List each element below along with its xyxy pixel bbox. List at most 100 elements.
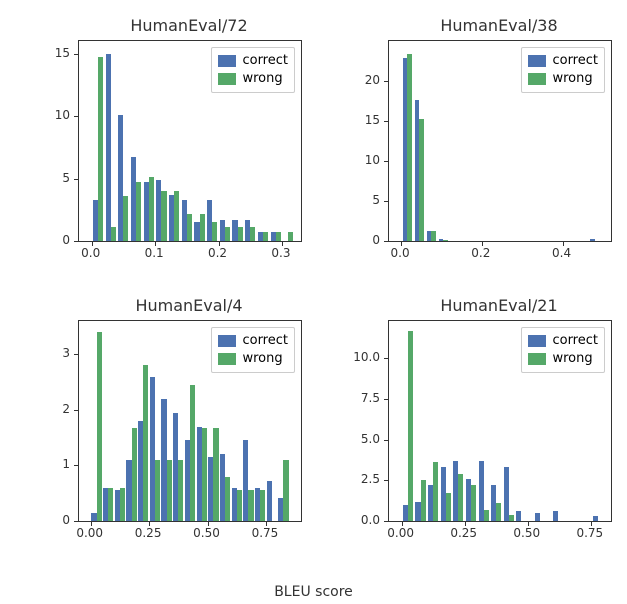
tick-mark-y-icon <box>384 440 389 441</box>
subplot: correctwrongHumanEval/40.000.250.500.750… <box>78 320 300 520</box>
bar-wrong <box>496 503 501 521</box>
ytick-label: 10.0 <box>340 350 380 364</box>
bar-wrong <box>238 227 243 241</box>
ytick-label: 0.0 <box>340 513 380 527</box>
bar-wrong <box>509 515 514 522</box>
bar-wrong <box>431 231 435 241</box>
bar-correct <box>516 511 521 521</box>
ytick-label: 15 <box>30 46 70 60</box>
bar-wrong <box>136 182 141 241</box>
legend-label: correct <box>242 52 288 70</box>
tick-mark-y-icon <box>74 465 79 466</box>
bar-wrong <box>212 222 217 241</box>
bar-correct <box>535 513 540 521</box>
tick-mark-y-icon <box>74 354 79 355</box>
legend-row: wrong <box>528 70 598 88</box>
ytick-label: 0 <box>30 513 70 527</box>
legend-label: wrong <box>552 70 592 88</box>
tick-mark-y-icon <box>384 121 389 122</box>
bar-wrong <box>288 232 293 241</box>
xtick-label: 0.00 <box>387 526 414 540</box>
legend-swatch-icon <box>218 73 236 85</box>
tick-mark-y-icon <box>384 161 389 162</box>
legend-swatch-icon <box>528 73 546 85</box>
bar-correct <box>267 481 272 521</box>
bar-wrong <box>471 485 476 521</box>
bar-wrong <box>155 460 160 521</box>
legend: correctwrong <box>211 47 295 93</box>
bar-wrong <box>143 365 148 521</box>
bar-wrong <box>187 214 192 242</box>
xtick-label: 0.50 <box>513 526 540 540</box>
plot-area: correctwrong <box>78 40 302 242</box>
legend-label: correct <box>552 52 598 70</box>
legend-swatch-icon <box>528 335 546 347</box>
xtick-label: 0.0 <box>391 246 410 260</box>
bar-correct <box>553 511 558 521</box>
ytick-label: 5 <box>30 171 70 185</box>
legend-row: correct <box>218 52 288 70</box>
ytick-label: 20 <box>340 73 380 87</box>
xtick-label: 0.0 <box>81 246 100 260</box>
tick-mark-y-icon <box>384 480 389 481</box>
bar-wrong <box>433 462 438 521</box>
legend-swatch-icon <box>528 353 546 365</box>
ytick-label: 5.0 <box>340 432 380 446</box>
tick-mark-y-icon <box>74 54 79 55</box>
legend-label: wrong <box>242 350 282 368</box>
ytick-label: 2.5 <box>340 472 380 486</box>
bar-correct <box>504 467 509 521</box>
xtick-label: 0.3 <box>271 246 290 260</box>
xtick-label: 0.75 <box>576 526 603 540</box>
bar-wrong <box>446 493 451 521</box>
bar-wrong <box>225 477 230 521</box>
bar-wrong <box>98 57 103 241</box>
tick-mark-y-icon <box>384 521 389 522</box>
ytick-label: 7.5 <box>340 391 380 405</box>
legend-swatch-icon <box>218 353 236 365</box>
legend-swatch-icon <box>528 55 546 67</box>
plot-area: correctwrong <box>388 40 612 242</box>
bar-wrong <box>97 332 102 521</box>
subplot-title: HumanEval/72 <box>78 16 300 35</box>
legend-label: correct <box>242 332 288 350</box>
bar-wrong <box>408 331 413 521</box>
xtick-label: 0.1 <box>145 246 164 260</box>
ytick-label: 3 <box>30 346 70 360</box>
bar-wrong <box>283 460 288 521</box>
bar-wrong <box>443 240 447 241</box>
legend-label: correct <box>552 332 598 350</box>
bar-wrong <box>161 191 166 241</box>
legend-row: wrong <box>218 70 288 88</box>
legend-row: correct <box>528 332 598 350</box>
bar-wrong <box>178 460 183 521</box>
ytick-label: 10 <box>340 153 380 167</box>
ytick-label: 2 <box>30 402 70 416</box>
xtick-label: 0.25 <box>450 526 477 540</box>
ytick-label: 0 <box>340 233 380 247</box>
bar-wrong <box>123 196 128 241</box>
bar-wrong <box>149 177 154 241</box>
xtick-label: 0.4 <box>552 246 571 260</box>
subplot: correctwrongHumanEval/720.00.10.20.30510… <box>78 40 300 240</box>
legend-swatch-icon <box>218 55 236 67</box>
xtick-label: 0.00 <box>76 526 103 540</box>
legend-row: wrong <box>528 350 598 368</box>
ytick-label: 10 <box>30 108 70 122</box>
bar-wrong <box>190 385 195 521</box>
bar-wrong <box>248 490 253 521</box>
legend-row: correct <box>528 52 598 70</box>
xtick-label: 0.2 <box>471 246 490 260</box>
bar-wrong <box>108 488 113 521</box>
ytick-label: 0 <box>30 233 70 247</box>
tick-mark-y-icon <box>384 81 389 82</box>
xlabel: BLEU score <box>0 584 627 600</box>
bar-wrong <box>111 227 116 241</box>
tick-mark-y-icon <box>74 179 79 180</box>
subplot-title: HumanEval/38 <box>388 16 610 35</box>
subplot-title: HumanEval/21 <box>388 296 610 315</box>
tick-mark-y-icon <box>74 521 79 522</box>
tick-mark-y-icon <box>384 201 389 202</box>
bar-wrong <box>260 490 265 521</box>
xtick-label: 0.75 <box>252 526 279 540</box>
